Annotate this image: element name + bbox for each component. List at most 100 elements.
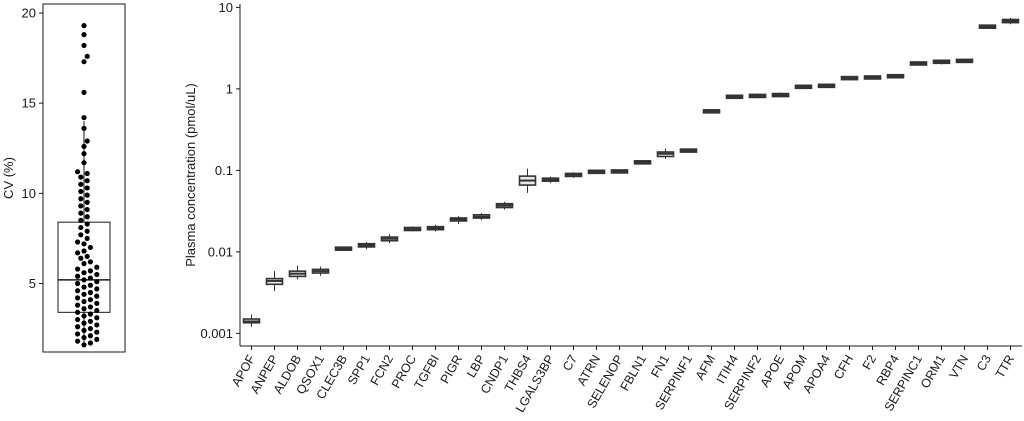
cv-point (81, 270, 87, 276)
cv-point (78, 174, 84, 180)
cv-point (87, 311, 93, 317)
cv-point (75, 338, 81, 344)
conc-box-rbp4 (886, 73, 905, 79)
conc-box-thbs4 (518, 168, 537, 193)
cv-point (94, 271, 100, 278)
conc-box-aldob (288, 265, 307, 280)
cv-point (84, 138, 90, 144)
cv-point (81, 261, 87, 267)
conc-x-tick-label: C7 (560, 352, 580, 373)
cv-point (81, 298, 87, 305)
conc-box-spp1 (357, 242, 376, 250)
conc-box-apof (242, 314, 261, 327)
conc-box-fbln1 (633, 160, 652, 165)
conc-y-tick-label: 1 (226, 81, 233, 96)
cv-point (87, 325, 93, 332)
conc-box-vtn (955, 58, 974, 64)
cv-point (87, 268, 93, 274)
cv-point (87, 275, 93, 281)
cv-point (94, 264, 100, 270)
conc-box-fn1 (656, 148, 675, 159)
cv-point (87, 282, 93, 288)
conc-x-tick-labels: APOFANPEPALDOBQSOX1CLEC3BSPP1FCN2PROCTGF… (229, 346, 1017, 415)
conc-y-tick-label: 0.1 (215, 163, 233, 178)
cv-point (87, 318, 93, 324)
cv-point (94, 286, 100, 292)
cv-point (75, 250, 81, 256)
cv-point (84, 178, 90, 184)
conc-y-tick-label: 10 (219, 0, 233, 15)
cv-point (84, 199, 90, 205)
cv-point (81, 143, 87, 150)
conc-box-clec3b (334, 246, 353, 251)
cv-point (81, 277, 87, 283)
cv-point (84, 228, 90, 234)
conc-x-tick-label: PIGR (438, 353, 465, 386)
cv-point (87, 244, 93, 251)
conc-x-tick-label: VTN (946, 353, 971, 382)
cv-point (81, 291, 87, 297)
cv-box (57, 221, 111, 313)
conc-x-tick-label: C3 (974, 352, 994, 373)
cv-point (87, 259, 93, 265)
cv-point (84, 253, 90, 260)
cv-point (81, 313, 87, 319)
cv-point (84, 185, 90, 191)
conc-box-f2 (863, 75, 882, 80)
conc-box-lgals3bp (541, 176, 560, 183)
conc-x-tick-label: TTR (993, 353, 1017, 381)
cv-point (87, 333, 93, 339)
conc-y-tick-label: 0.01 (208, 244, 233, 259)
cv-point (84, 192, 90, 198)
conc-box-fcn2 (380, 234, 399, 244)
cv-point (75, 266, 81, 272)
conc-box-afm (702, 109, 721, 114)
cv-point (78, 203, 84, 209)
cv-point (81, 342, 87, 348)
cv-point (94, 300, 100, 306)
cv-point (84, 235, 90, 242)
cv-panel: 5 10 15 20 CV (%) (1, 3, 126, 353)
conc-boxplots (242, 18, 1020, 327)
cv-point (75, 316, 81, 323)
conc-box-c7 (564, 172, 583, 178)
cv-point (78, 232, 84, 238)
cv-point (75, 169, 81, 175)
cv-y-axis-label: CV (%) (1, 157, 16, 199)
cv-point (81, 151, 87, 157)
cv-point (94, 322, 100, 328)
cv-point (81, 59, 87, 65)
cv-point (94, 307, 100, 314)
cv-point (81, 284, 87, 290)
conc-y-tick-label: 0.001 (200, 326, 233, 341)
cv-point (75, 273, 81, 279)
cv-point (81, 248, 87, 254)
cv-point (81, 306, 87, 312)
cv-point (81, 241, 87, 247)
cv-point (78, 255, 84, 261)
conc-box-anpep (265, 271, 284, 292)
cv-point (75, 288, 81, 294)
conc-box-proc (403, 226, 422, 232)
cv-point (81, 42, 87, 49)
cv-point (81, 23, 87, 29)
cv-y-tick-label: 20 (22, 6, 36, 21)
cv-point (81, 160, 87, 166)
conc-box-apoe (771, 92, 790, 98)
cv-point (84, 214, 90, 220)
cv-point (81, 327, 87, 333)
cv-point (78, 217, 84, 223)
conc-box-apom (794, 84, 813, 90)
cv-point (78, 210, 84, 216)
cv-point (87, 297, 93, 303)
conc-y-axis: 0.001 0.01 0.1 1 10 (200, 0, 240, 341)
cv-y-tick-label: 5 (29, 276, 36, 291)
conc-box-cfh (840, 75, 859, 81)
conc-box-cndp1 (495, 201, 514, 210)
conc-box-ttr (1001, 18, 1020, 25)
cv-y-tick-label: 15 (22, 96, 36, 111)
conc-box-serpinc1 (909, 61, 928, 66)
cv-point (84, 206, 90, 213)
cv-point (87, 289, 93, 296)
